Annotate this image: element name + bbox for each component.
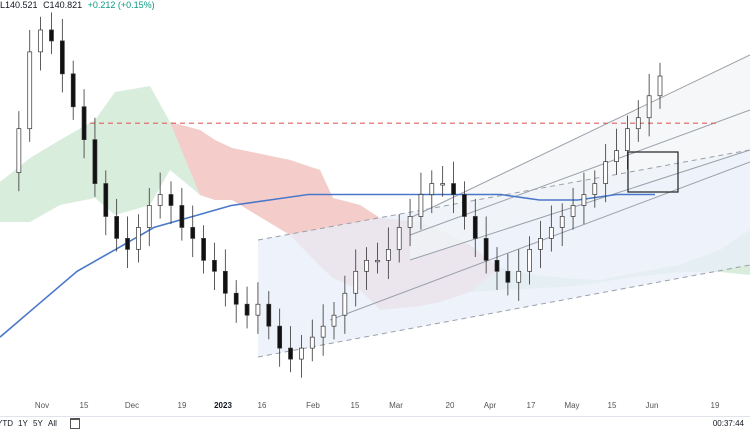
- x-tick-label: Mar: [389, 401, 403, 410]
- candle-body: [190, 227, 196, 239]
- candle-body: [81, 106, 87, 141]
- candle-body: [233, 292, 239, 305]
- range-5y-button[interactable]: 5Y: [33, 419, 43, 428]
- x-tick-label: 20: [446, 401, 455, 410]
- price-chart[interactable]: Nov 15 Dec 19 2023 16 Feb 15 Mar 20 Apr 17 May 15 Jun 1…: [0, 0, 750, 416]
- candle-body: [657, 75, 663, 97]
- moving-average-line: [0, 193, 655, 338]
- candle-body: [570, 205, 576, 217]
- candle-body: [146, 205, 152, 228]
- channel-lower-line: [257, 264, 750, 358]
- fan-line-1: [409, 149, 750, 261]
- candle-body: [342, 292, 348, 316]
- bottom-toolbar: YTD 1Y 5Y All 00:37:44: [0, 416, 750, 431]
- candle-body: [472, 216, 478, 239]
- candle-body: [157, 194, 163, 206]
- candle-body: [168, 194, 174, 206]
- candle-body: [494, 259, 500, 272]
- candle-body: [38, 29, 43, 53]
- x-tick-label: Feb: [306, 401, 320, 410]
- candle-body: [375, 259, 380, 263]
- candle-body: [244, 303, 250, 316]
- candle-body: [538, 238, 543, 250]
- x-tick-label: May: [564, 401, 579, 410]
- candle-body: [505, 270, 511, 283]
- candle-body: [516, 270, 522, 283]
- candle-body: [635, 117, 641, 130]
- x-tick-label: 15: [80, 401, 89, 410]
- candle-body: [125, 238, 130, 250]
- candle-body: [548, 227, 554, 239]
- ohlc-low: L140.521: [0, 0, 38, 10]
- x-tick-label: Jun: [646, 401, 659, 410]
- candle-body: [27, 51, 33, 130]
- channel-fill: [258, 150, 750, 357]
- upper-channel-fill: [410, 55, 750, 260]
- candle-body: [407, 216, 413, 228]
- candle-body: [222, 270, 228, 294]
- x-tick-label: 2023: [214, 401, 232, 410]
- ohlc-close: C140.821: [43, 0, 83, 10]
- calendar-icon[interactable]: [70, 418, 80, 429]
- x-tick-label: 19: [178, 401, 187, 410]
- range-1y-button[interactable]: 1Y: [18, 419, 28, 428]
- candle-body: [353, 270, 359, 294]
- candle-body: [92, 139, 98, 184]
- candle-body: [309, 336, 315, 349]
- candle-body: [212, 259, 217, 272]
- x-tick-label: Nov: [35, 401, 49, 410]
- candle-body: [483, 238, 489, 261]
- candle-body: [331, 314, 337, 327]
- candle-body: [396, 227, 402, 250]
- fan-line-3: [409, 54, 750, 219]
- candle-body: [70, 73, 76, 108]
- ohlc-legend: L140.521 C140.821 +0.212 (+0.15%): [0, 0, 158, 10]
- candle-body: [418, 194, 424, 217]
- clock-readout: 00:37:44: [712, 419, 744, 428]
- channel-upper-line: [257, 149, 750, 241]
- candle-body: [451, 183, 456, 195]
- candle-body: [136, 227, 141, 250]
- candle-body: [277, 325, 283, 349]
- candle-body: [462, 194, 467, 217]
- x-tick-label: 15: [351, 401, 360, 410]
- candle-body: [581, 194, 587, 206]
- candle-body: [385, 249, 391, 261]
- candle-body: [592, 183, 598, 195]
- x-tick-label: Dec: [125, 401, 139, 410]
- candle-body: [440, 183, 446, 186]
- x-tick-label: 16: [258, 401, 267, 410]
- target-box: [627, 151, 679, 193]
- candle-body: [16, 128, 22, 173]
- range-ytd-button[interactable]: YTD: [0, 419, 13, 428]
- candle-body: [266, 303, 272, 327]
- candle-body: [288, 347, 293, 360]
- range-all-button[interactable]: All: [48, 419, 57, 428]
- x-tick-label: Apr: [484, 401, 497, 410]
- candle-body: [114, 216, 120, 239]
- candle-body: [559, 216, 565, 228]
- candle-body: [625, 128, 630, 151]
- x-tick-label: 19: [711, 401, 720, 410]
- candle-body: [255, 303, 261, 316]
- candle-body: [646, 95, 652, 119]
- candle-body: [59, 40, 65, 75]
- candle-body: [364, 259, 369, 272]
- candle-body: [103, 183, 109, 217]
- candle-body: [320, 325, 326, 338]
- x-tick-label: 15: [608, 401, 617, 410]
- x-tick-label: 17: [527, 401, 536, 410]
- candle-body: [527, 249, 532, 272]
- candle-body: [614, 150, 619, 162]
- candle-body: [201, 238, 206, 261]
- candle-body: [603, 161, 609, 184]
- ohlc-change: +0.212 (+0.15%): [87, 0, 155, 10]
- candle-body: [49, 29, 54, 42]
- candle-body: [179, 205, 185, 228]
- candle-body: [429, 183, 435, 195]
- candle-body: [299, 347, 304, 360]
